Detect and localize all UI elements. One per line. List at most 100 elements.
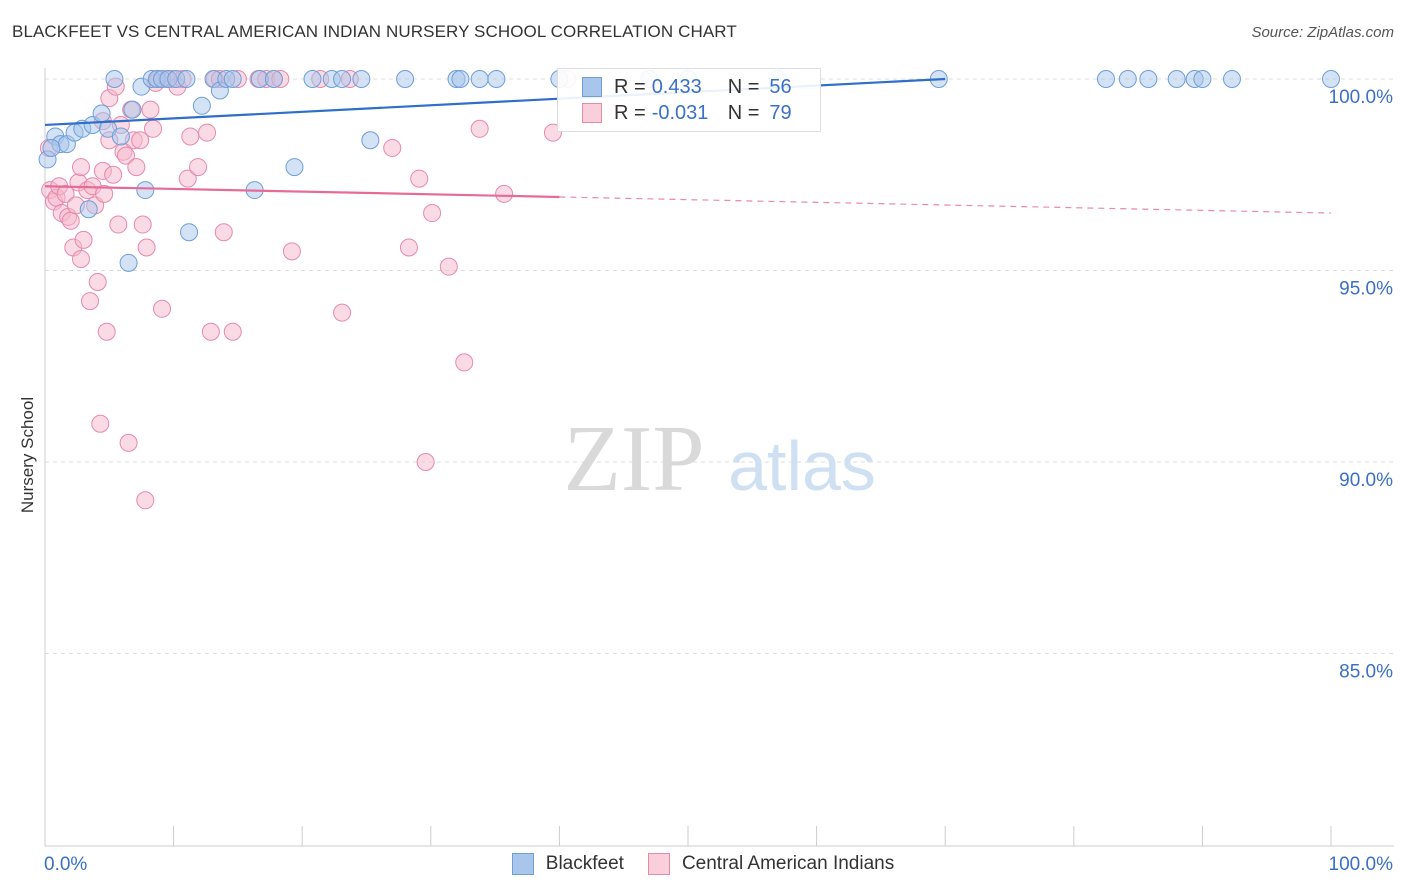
central-american-indians-point <box>127 158 146 177</box>
blackfeet-point <box>451 70 470 88</box>
legend-swatch-blue <box>582 77 602 97</box>
blackfeet-point <box>1222 70 1241 88</box>
axes <box>44 68 1394 847</box>
blackfeet-point <box>223 70 242 88</box>
central-american-indians-point <box>178 169 197 188</box>
central-american-indians-point <box>117 146 136 165</box>
blackfeet-point <box>361 131 380 150</box>
legend-row-central-american-indians: R = -0.031 N = 79 <box>582 100 792 126</box>
blackfeet-point <box>177 70 196 88</box>
series-blackfeet-points <box>38 70 1340 272</box>
stats-legend: R = 0.433 N = 56 R = -0.031 N = 79 <box>557 68 821 132</box>
central-american-indians-point <box>97 322 116 341</box>
central-american-indians-point <box>109 215 128 234</box>
central-american-indians-point <box>223 322 242 341</box>
legend-label-blackfeet: Blackfeet <box>545 853 624 874</box>
gridlines <box>45 78 1394 654</box>
blackfeet-point <box>105 70 124 88</box>
blackfeet-point <box>79 200 98 219</box>
central-american-indians-point <box>104 165 123 184</box>
central-american-indians-trend-line <box>44 185 560 199</box>
central-american-indians-point <box>144 119 163 138</box>
legend-item-central-american-indians[interactable]: Central American Indians <box>647 853 895 875</box>
central-american-indians-point <box>131 131 150 150</box>
blackfeet-point <box>1193 70 1212 88</box>
source-label: Source: ZipAtlas.com <box>1251 24 1394 41</box>
central-american-indians-point <box>81 292 100 311</box>
blackfeet-point <box>119 253 138 272</box>
watermark-atlas: atlas <box>728 427 876 505</box>
central-american-indians-point <box>137 238 156 257</box>
y-tick-label: 85.0% <box>1339 662 1393 683</box>
watermark: ZIP atlas <box>564 407 876 511</box>
blackfeet-point <box>111 127 130 146</box>
legend-row-blackfeet: R = 0.433 N = 56 <box>582 74 792 100</box>
blackfeet-point <box>1118 70 1137 88</box>
central-american-indians-point <box>282 242 301 261</box>
blackfeet-point <box>1322 70 1340 88</box>
blackfeet-point <box>470 70 489 88</box>
central-american-indians-point <box>423 204 442 223</box>
legend-n-label: N = <box>727 75 760 98</box>
central-american-indians-point <box>198 123 217 142</box>
blackfeet-point <box>264 70 283 88</box>
central-american-indians-point <box>455 353 474 372</box>
central-american-indians-point <box>56 184 75 203</box>
central-american-indians-point <box>189 158 208 177</box>
central-american-indians-point <box>61 211 80 230</box>
blackfeet-point <box>396 70 415 88</box>
legend-r-label: R = <box>614 101 646 124</box>
central-american-indians-point <box>470 119 489 138</box>
central-american-indians-point <box>72 250 91 269</box>
blackfeet-point <box>1167 70 1186 88</box>
y-tick-label: 100.0% <box>1329 87 1394 108</box>
central-american-indians-point <box>136 491 155 510</box>
central-american-indians-point <box>72 158 91 177</box>
y-tick-label: 90.0% <box>1339 470 1393 491</box>
blackfeet-point <box>487 70 506 88</box>
tick-labels: 100.0% 95.0% 90.0% 85.0% 0.0% 100.0% <box>44 87 1393 875</box>
blackfeet-point <box>136 181 155 200</box>
central-american-indians-point <box>399 238 418 257</box>
central-american-indians-point <box>214 223 233 242</box>
y-tick-label: 95.0% <box>1339 279 1393 300</box>
blackfeet-point <box>333 70 352 88</box>
chart-title: BLACKFEET VS CENTRAL AMERICAN INDIAN NUR… <box>12 22 737 41</box>
central-american-indians-trend-extension <box>559 196 1332 214</box>
legend-n-label: N = <box>727 101 760 124</box>
blackfeet-point <box>285 158 304 177</box>
legend-swatch-pink <box>582 103 602 123</box>
central-american-indians-point <box>383 138 402 157</box>
legend-label-central-american-indians: Central American Indians <box>681 853 895 874</box>
central-american-indians-point <box>181 127 200 146</box>
blackfeet-point <box>192 96 211 115</box>
central-american-indians-point <box>495 184 514 203</box>
legend-n-value: 56 <box>769 75 792 98</box>
legend-n-value: 79 <box>769 101 792 124</box>
x-tick-label-max: 100.0% <box>1329 854 1394 875</box>
legend-r-value: -0.031 <box>651 101 709 124</box>
blackfeet-point <box>352 70 371 88</box>
central-american-indians-point <box>141 100 160 119</box>
blackfeet-point <box>1139 70 1158 88</box>
central-american-indians-point <box>439 257 458 276</box>
central-american-indians-point <box>410 169 429 188</box>
legend-swatch-central-american-indians <box>647 853 670 875</box>
central-american-indians-point <box>74 230 93 249</box>
blackfeet-point <box>92 104 111 123</box>
legend-swatch-blackfeet <box>511 853 534 875</box>
central-american-indians-point <box>88 272 107 291</box>
blackfeet-point <box>180 223 199 242</box>
central-american-indians-point <box>201 322 220 341</box>
watermark-zip: ZIP <box>564 407 705 511</box>
blackfeet-point <box>303 70 322 88</box>
central-american-indians-point <box>133 215 152 234</box>
central-american-indians-point <box>119 433 138 452</box>
legend-item-blackfeet[interactable]: Blackfeet <box>511 853 624 875</box>
blackfeet-point <box>123 100 142 119</box>
legend-r-label: R = <box>614 75 646 98</box>
central-american-indians-point <box>333 303 352 322</box>
blackfeet-point <box>1096 70 1115 88</box>
blackfeet-point <box>42 138 61 157</box>
